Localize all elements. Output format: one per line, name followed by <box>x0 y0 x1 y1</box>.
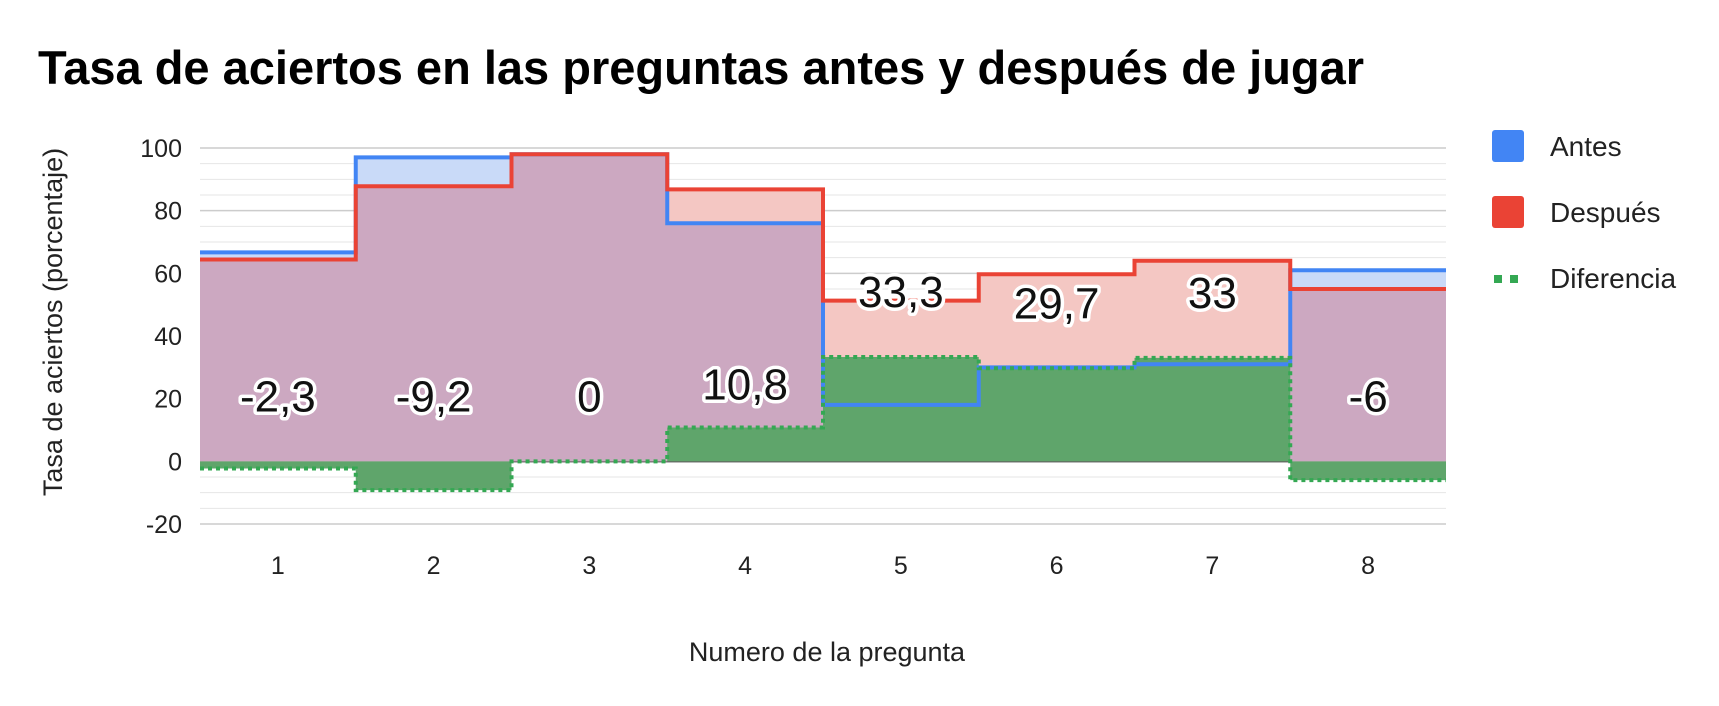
data-label: -2,3 <box>240 372 316 421</box>
data-label: 0 <box>577 372 601 421</box>
legend-swatch <box>1492 130 1524 162</box>
y-tick-label: 100 <box>140 135 182 163</box>
y-axis-ticks: 100 80 60 40 20 0 -20 <box>140 135 182 539</box>
y-tick-label: 60 <box>154 260 182 288</box>
area-diferencia <box>200 356 1446 491</box>
legend-swatch <box>1510 275 1518 283</box>
data-label: 10,8 <box>702 360 788 409</box>
legend-label: Después <box>1550 197 1661 228</box>
x-tick-label: 3 <box>582 552 596 580</box>
y-tick-label: 40 <box>154 323 182 351</box>
data-label: 33,3 <box>858 268 944 317</box>
y-tick-label: 80 <box>154 198 182 226</box>
x-tick-label: 8 <box>1361 552 1375 580</box>
y-axis-title: Tasa de aciertos (porcentaje) <box>38 148 68 496</box>
x-tick-label: 7 <box>1205 552 1219 580</box>
legend-swatch <box>1494 275 1502 283</box>
y-tick-label: 0 <box>168 448 182 476</box>
data-label: -6 <box>1349 372 1388 421</box>
series-lines <box>200 152 1446 493</box>
data-label: 29,7 <box>1014 279 1100 328</box>
legend-swatch <box>1492 196 1524 228</box>
x-tick-label: 1 <box>271 552 285 580</box>
x-tick-label: 4 <box>738 552 752 580</box>
chart-title: Tasa de aciertos en las preguntas antes … <box>38 41 1364 94</box>
legend-label: Antes <box>1550 131 1622 162</box>
data-label: -9,2 <box>396 372 472 421</box>
y-tick-label: -20 <box>146 511 182 539</box>
x-tick-label: 5 <box>894 552 908 580</box>
line-despues <box>200 152 1446 303</box>
data-label: 33 <box>1188 269 1237 318</box>
x-axis-ticks: 1 2 3 4 5 6 7 8 <box>271 552 1375 580</box>
legend-label: Diferencia <box>1550 263 1676 294</box>
x-axis-title: Numero de la pregunta <box>689 637 966 667</box>
legend: Antes Después Diferencia <box>1492 130 1676 294</box>
y-tick-label: 20 <box>154 386 182 414</box>
data-labels: -2,3 -9,2 0 10,8 33,3 29,7 33 -6 <box>236 264 1391 424</box>
x-tick-label: 2 <box>427 552 441 580</box>
x-tick-label: 6 <box>1050 552 1064 580</box>
line-antes <box>200 152 1446 407</box>
